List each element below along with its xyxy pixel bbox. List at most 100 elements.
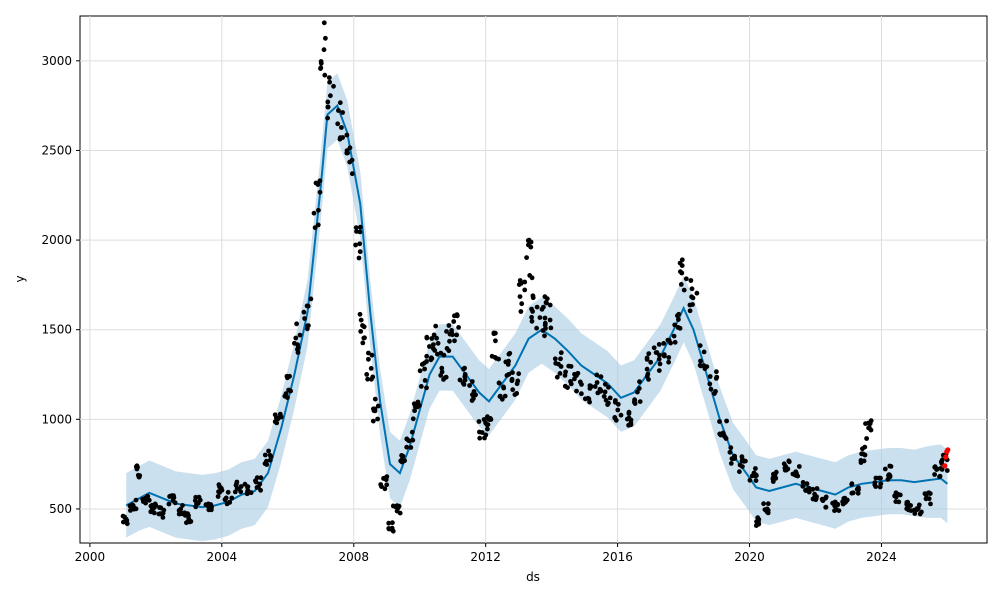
observed-point	[594, 372, 600, 378]
observed-point	[922, 491, 928, 497]
observed-point	[412, 408, 417, 414]
observed-point	[542, 320, 548, 326]
observed-point	[893, 499, 899, 504]
observed-point	[714, 369, 719, 375]
observed-point	[937, 474, 942, 480]
observed-point	[386, 520, 392, 526]
observed-point	[507, 350, 513, 356]
observed-point	[782, 465, 788, 471]
observed-point	[728, 445, 734, 451]
observed-point	[519, 301, 525, 307]
observed-point	[849, 490, 855, 496]
observed-point	[761, 501, 766, 507]
observed-point	[689, 286, 695, 292]
observed-point	[885, 477, 891, 482]
observed-point	[603, 397, 609, 403]
observed-point	[514, 381, 520, 387]
observed-point	[867, 425, 872, 431]
observed-point	[431, 342, 436, 347]
observed-point	[288, 388, 293, 394]
observed-point	[339, 125, 344, 130]
observed-point	[656, 368, 662, 373]
observed-point	[529, 318, 535, 324]
observed-point	[325, 104, 331, 110]
observed-point	[379, 484, 384, 489]
observed-point	[904, 500, 910, 505]
observed-point	[283, 391, 289, 396]
observed-point	[613, 417, 619, 423]
observed-point	[254, 475, 260, 481]
observed-point	[698, 363, 704, 369]
observed-point	[542, 333, 547, 339]
observed-point	[506, 371, 512, 377]
observed-point	[522, 287, 528, 293]
observed-point	[522, 279, 528, 285]
observed-point	[529, 314, 534, 320]
observed-point	[218, 485, 224, 491]
observed-point	[295, 345, 301, 350]
observed-point	[434, 335, 439, 341]
observed-point	[754, 519, 759, 524]
observed-point	[331, 83, 336, 89]
observed-point	[358, 317, 364, 323]
observed-point	[932, 464, 938, 470]
observed-point	[836, 508, 842, 513]
recent-point	[943, 454, 949, 460]
y-tick-label: 1000	[41, 412, 72, 426]
observed-point	[626, 411, 632, 416]
observed-point	[454, 313, 460, 319]
observed-point	[375, 416, 380, 422]
observed-point	[542, 315, 548, 321]
observed-point	[732, 453, 737, 459]
observed-point	[873, 475, 879, 481]
observed-point	[308, 296, 314, 302]
y-tick-label: 3000	[41, 54, 72, 68]
observed-point	[325, 99, 331, 105]
observed-point	[728, 461, 734, 466]
observed-point	[262, 452, 268, 458]
observed-point	[636, 386, 642, 391]
observed-point	[679, 257, 685, 263]
observed-point	[312, 225, 318, 231]
observed-point	[469, 379, 475, 384]
observed-point	[272, 419, 278, 425]
observed-point	[753, 473, 758, 479]
observed-point	[369, 376, 374, 382]
observed-point	[224, 501, 230, 507]
observed-point	[823, 494, 829, 500]
observed-point	[454, 332, 459, 338]
observed-point	[447, 338, 452, 344]
observed-point	[628, 420, 634, 426]
observed-point	[177, 508, 183, 514]
x-tick-label: 2020	[734, 550, 765, 564]
observed-point	[592, 384, 598, 389]
observed-point	[421, 360, 427, 366]
observed-point	[534, 325, 539, 331]
observed-point	[156, 511, 162, 517]
observed-point	[601, 394, 607, 399]
observed-point	[123, 519, 129, 525]
observed-point	[317, 189, 323, 195]
observed-point	[897, 492, 903, 498]
x-axis-title: ds	[526, 570, 540, 584]
observed-point	[919, 509, 924, 515]
observed-point	[146, 497, 152, 503]
observed-point	[510, 370, 515, 375]
observed-point	[135, 464, 140, 470]
observed-point	[390, 503, 396, 509]
observed-point	[510, 387, 516, 393]
observed-point	[516, 371, 522, 377]
observed-point	[558, 350, 564, 356]
observed-point	[428, 355, 434, 361]
observed-point	[509, 378, 515, 384]
observed-point	[644, 374, 650, 379]
x-tick-label: 2012	[470, 550, 501, 564]
observed-point	[301, 309, 307, 315]
observed-point	[572, 371, 577, 377]
forecast-series	[125, 103, 949, 509]
observed-point	[939, 467, 945, 472]
observed-point	[293, 335, 299, 341]
observed-point	[356, 255, 362, 261]
observed-point	[357, 229, 363, 235]
observed-point	[143, 500, 149, 506]
